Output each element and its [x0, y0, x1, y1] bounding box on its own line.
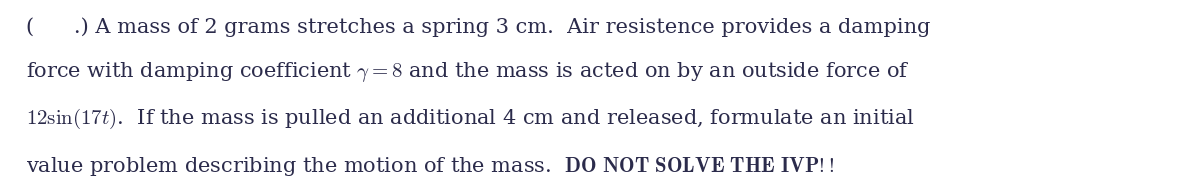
Text: $12\sin(17t)$.  If the mass is pulled an additional 4 cm and released, formulate: $12\sin(17t)$. If the mass is pulled an … [26, 107, 916, 131]
Text: (      .) A mass of 2 grams stretches a spring 3 cm.  Air resistence provides a : ( .) A mass of 2 grams stretches a sprin… [26, 18, 931, 37]
Text: value problem describing the motion of the mass.  $\mathbf{DO\ NOT\ SOLVE\ THE\ : value problem describing the motion of t… [26, 155, 834, 178]
Text: force with damping coefficient $\gamma = 8$ and the mass is acted on by an outsi: force with damping coefficient $\gamma =… [26, 60, 911, 84]
